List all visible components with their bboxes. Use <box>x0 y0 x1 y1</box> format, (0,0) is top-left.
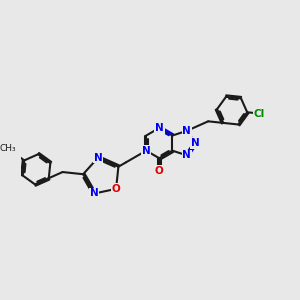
Text: CH₃: CH₃ <box>0 144 16 153</box>
Text: O: O <box>155 166 164 176</box>
Text: N: N <box>182 150 191 160</box>
Text: N: N <box>142 146 151 156</box>
Text: Cl: Cl <box>254 109 265 118</box>
Text: N: N <box>94 153 102 163</box>
Text: N: N <box>191 138 200 148</box>
Text: O: O <box>112 184 120 194</box>
Text: N: N <box>90 188 99 199</box>
Text: N: N <box>155 123 164 133</box>
Text: N: N <box>182 126 191 136</box>
